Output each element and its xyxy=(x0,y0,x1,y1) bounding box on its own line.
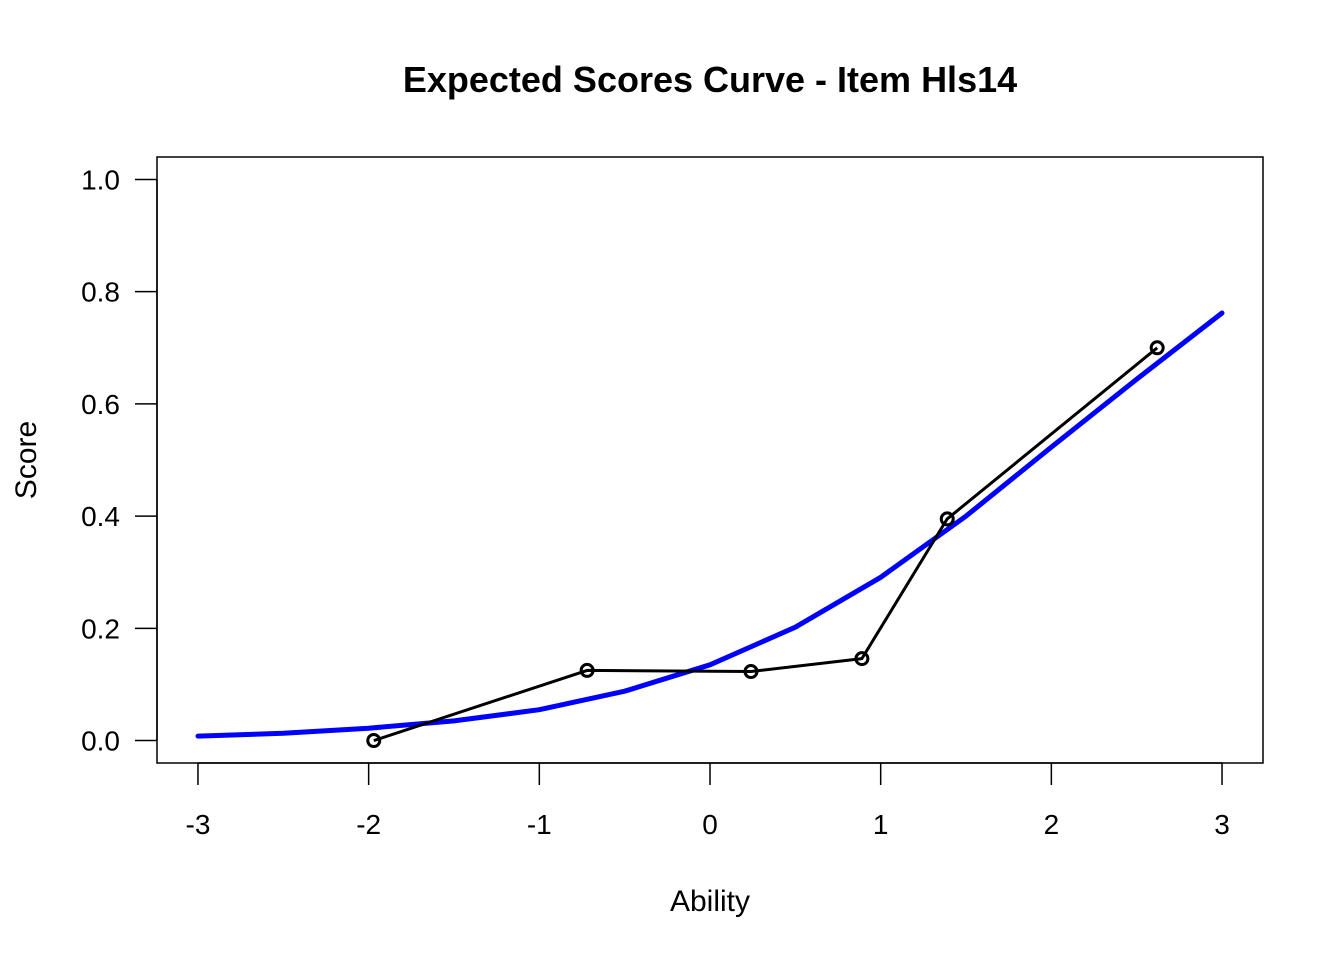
y-tick-label: 0.4 xyxy=(81,501,120,532)
x-axis: -3 -2 -1 0 1 2 3 xyxy=(186,762,1230,840)
x-tick-label: 1 xyxy=(873,809,889,840)
x-tick-label: -3 xyxy=(186,809,211,840)
series-layer xyxy=(195,310,1225,749)
y-tick-label: 0.0 xyxy=(81,726,120,757)
observed-score-point xyxy=(854,651,870,667)
observed-score-point xyxy=(366,733,382,749)
x-tick-label: -1 xyxy=(527,809,552,840)
observed-score-point xyxy=(579,662,595,678)
x-tick-label: 2 xyxy=(1044,809,1060,840)
x-tick-label: -2 xyxy=(356,809,381,840)
y-tick-label: 0.2 xyxy=(81,613,120,644)
y-tick-label: 1.0 xyxy=(81,164,120,195)
y-axis-label: Score xyxy=(10,421,43,499)
y-tick-label: 0.6 xyxy=(81,389,120,420)
x-axis-label: Ability xyxy=(670,885,750,918)
y-tick-label: 0.8 xyxy=(81,277,120,308)
x-tick-label: 0 xyxy=(702,809,718,840)
chart-title: Expected Scores Curve - Item Hls14 xyxy=(403,59,1017,100)
x-tick-label: 3 xyxy=(1214,809,1230,840)
observed-score-line xyxy=(373,346,1159,743)
y-axis: 0.0 0.2 0.4 0.6 0.8 1.0 xyxy=(81,164,158,757)
observed-score-point xyxy=(743,664,759,680)
expected-score-curve xyxy=(195,310,1225,739)
observed-score-point xyxy=(1149,340,1165,356)
observed-score-point xyxy=(939,511,955,527)
